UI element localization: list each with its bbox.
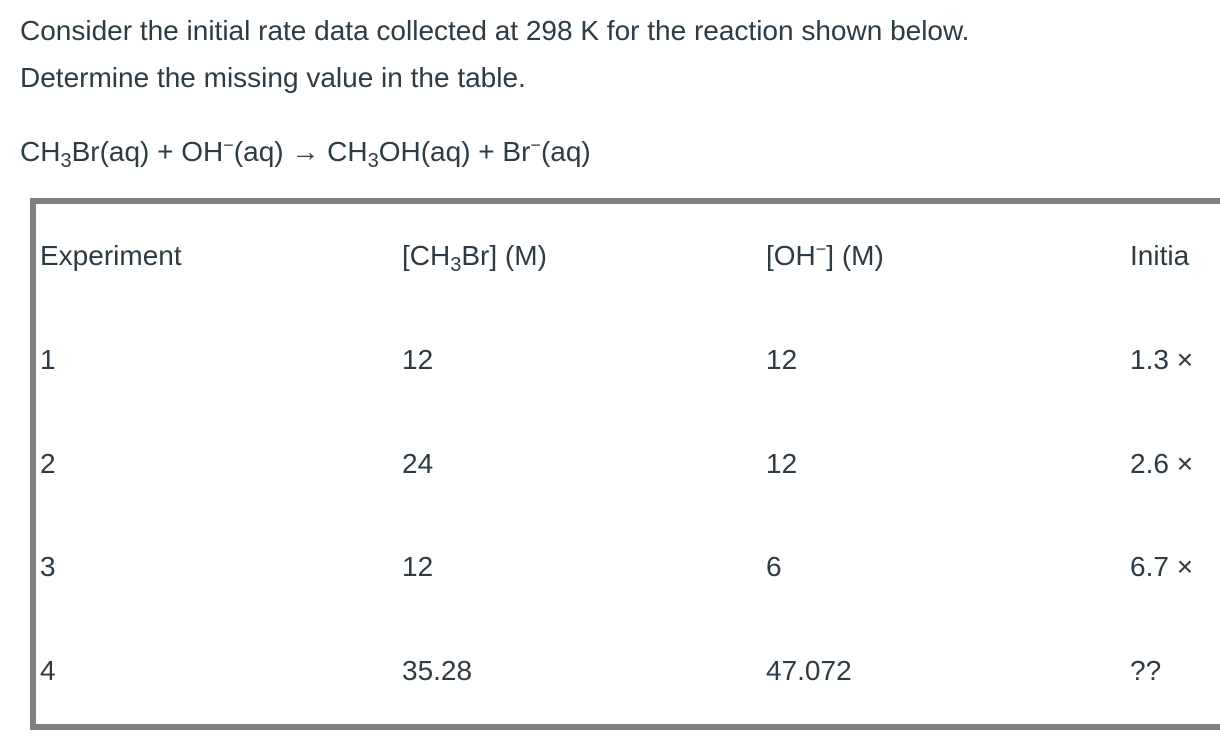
- eq-sup: −: [530, 135, 541, 155]
- eq-text: CH: [20, 136, 61, 167]
- header-text: Br] (M): [461, 240, 547, 271]
- equation: CH3Br(aq) + OH−(aq) → CH3OH(aq) + Br−(aq…: [20, 135, 591, 172]
- eq-text: (aq) → CH: [233, 136, 368, 167]
- eq-sup: −: [223, 135, 234, 155]
- table-cell: 12: [402, 344, 434, 375]
- header-cell: Experiment: [40, 240, 182, 271]
- table-cell: ??: [1130, 655, 1162, 686]
- table-cell: 47.072: [766, 655, 852, 686]
- table-cell: 1: [40, 344, 56, 375]
- header-text: [OH: [766, 240, 816, 271]
- table-cell: 12: [766, 448, 798, 479]
- table-cell: 2.6 ×: [1130, 448, 1194, 479]
- table-cell: 4: [40, 655, 56, 686]
- eq-text: (aq): [540, 136, 591, 167]
- table-cell: 6: [766, 551, 782, 582]
- question-line: Determine the missing value in the table…: [20, 62, 526, 93]
- header-cell: Initia: [1130, 240, 1190, 271]
- header-text: ] (M): [826, 240, 884, 271]
- table-cell: 3: [40, 551, 56, 582]
- table-cell: 2: [40, 448, 56, 479]
- question-line: Consider the initial rate data collected…: [20, 15, 970, 46]
- eq-text: Br(aq) + OH: [71, 136, 224, 167]
- header-cell: [OH−] (M): [766, 239, 884, 273]
- table-border: [30, 198, 1220, 730]
- table-cell: 35.28: [402, 655, 473, 686]
- header-cell: [CH3Br] (M): [402, 239, 547, 276]
- header-sup: −: [815, 239, 827, 259]
- header-text: [CH: [402, 240, 451, 271]
- header-sub: 3: [450, 254, 462, 276]
- table-cell: 6.7 ×: [1130, 551, 1194, 582]
- table-cell: 12: [766, 344, 798, 375]
- table-cell: 24: [402, 448, 434, 479]
- eq-sub: 3: [60, 150, 72, 172]
- table-cell: 1.3 ×: [1130, 344, 1194, 375]
- data-table: Experiment [CH3Br] (M) [OH−] (M) Initia …: [30, 198, 1220, 730]
- table-cell: 12: [402, 551, 434, 582]
- eq-text: OH(aq) + Br: [378, 136, 531, 167]
- eq-sub: 3: [367, 150, 379, 172]
